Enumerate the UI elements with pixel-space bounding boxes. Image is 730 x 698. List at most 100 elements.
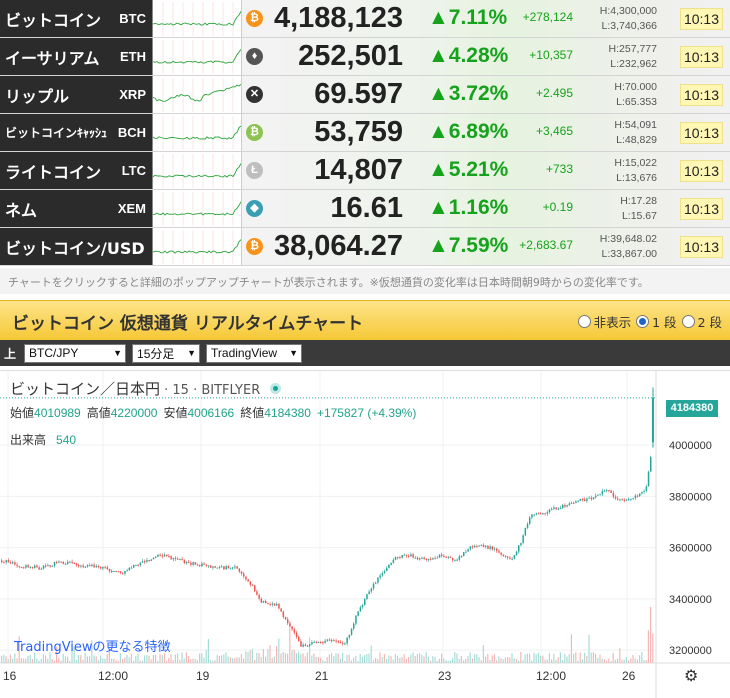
ticker-name-cell[interactable]: ライトコイン LTC: [0, 152, 152, 189]
volume-value: 540: [56, 433, 77, 447]
open-value: 4010989: [34, 406, 81, 420]
chart-title: ビットコイン 仮想通貨 リアルタイムチャート: [12, 314, 364, 334]
candle-body: [465, 551, 467, 553]
candle-body: [403, 554, 406, 556]
candle-body: [100, 566, 102, 569]
ticker-body[interactable]: ✕ 69.597 ▲3.72% +2.495 H:70.000 L:65.353 10:13: [242, 76, 730, 113]
ticker-row[interactable]: ビットコイン BTC ₿ 4,188,123 ▲7.11% +278,124 H:4,300…: [0, 0, 730, 38]
chart-symbol-meta: · 15 · BITFLYER: [160, 383, 261, 398]
candle-body: [612, 492, 615, 497]
volume-bar: [570, 634, 572, 663]
ticker-body[interactable]: ₿ 38,064.27 ▲7.59% +2,683.67 H:39,648.02 L:33…: [242, 228, 730, 265]
radio-1-row-label: 1 段: [652, 315, 677, 330]
ticker-change-pct: ▲6.89%: [428, 120, 509, 143]
candle-body: [262, 601, 265, 603]
gear-icon[interactable]: ⚙: [684, 666, 699, 685]
ticker-body[interactable]: ◆ 16.61 ▲1.16% +0.19 H:17.28 L:15.67 10:13: [242, 190, 730, 227]
ticker-row[interactable]: ビットコイン/USD ₿ 38,064.27 ▲7.59% +2,683.67 H:39,…: [0, 228, 730, 266]
provider-select[interactable]: TradingView ▼: [206, 343, 303, 363]
candle-body: [372, 583, 375, 589]
candle-body: [269, 604, 271, 606]
volume-bar: [14, 653, 16, 663]
candle-body: [449, 556, 452, 558]
candle-body: [522, 535, 524, 543]
ticker-name-cell[interactable]: ビットコイン/USD: [0, 228, 152, 265]
ticker-body[interactable]: Ł 14,807 ▲5.21% +733 H:15,022 L:13,676 10:13: [242, 152, 730, 189]
candle-body: [592, 497, 595, 500]
volume-bar: [16, 658, 18, 663]
volume-bar: [128, 657, 130, 663]
ticker-sparkline[interactable]: [152, 228, 242, 265]
volume-bar: [271, 657, 273, 663]
ticker-row[interactable]: ネム XEM ◆ 16.61 ▲1.16% +0.19 H:17.28 L:15.67 10:1…: [0, 190, 730, 228]
ticker-change: +3,465: [535, 124, 573, 138]
ticker-name-cell[interactable]: リップル XRP: [0, 76, 152, 113]
volume-bar: [262, 649, 264, 663]
radio-1-row[interactable]: [636, 315, 650, 328]
ticker-name-cell[interactable]: イーサリアム ETH: [0, 38, 152, 75]
volume-bar: [643, 660, 645, 663]
volume-bar: [115, 660, 117, 663]
candle-body: [20, 566, 23, 568]
candle-body: [469, 546, 472, 550]
ticker-high: H:257,777: [608, 43, 657, 55]
candle-body: [102, 566, 104, 569]
candle-body: [628, 499, 630, 501]
volume-bar: [36, 658, 38, 663]
ticker-row[interactable]: ライトコイン LTC Ł 14,807 ▲5.21% +733 H:15,022 L:13,6…: [0, 152, 730, 190]
ticker-row[interactable]: イーサリアム ETH ♦ 252,501 ▲4.28% +10,357 H:257,777 L…: [0, 38, 730, 76]
ticker-price: 14,807: [314, 154, 403, 186]
ticker-body[interactable]: ₿ 4,188,123 ▲7.11% +278,124 H:4,300,000 L:3,7…: [242, 0, 730, 37]
ticker-row[interactable]: ビットコインｷｬｯｼｭ BCH ₿ 53,759 ▲6.89% +3,465 H:54,09…: [0, 114, 730, 152]
interval-select[interactable]: 15分足 ▼: [132, 343, 201, 363]
candle-body: [353, 623, 355, 629]
price-chart[interactable]: 4000000 3800000 3600000 3400000 3200000 16 12:…: [0, 370, 730, 698]
volume-bar: [139, 660, 141, 663]
ticker-sparkline[interactable]: [152, 0, 242, 37]
volume-bar: [412, 652, 414, 663]
volume-bar: [507, 656, 509, 663]
volume-bar: [45, 655, 47, 663]
ticker-sparkline[interactable]: [152, 76, 242, 113]
x-tick-label: 26: [622, 669, 636, 683]
ticker-row[interactable]: リップル XRP ✕ 69.597 ▲3.72% +2.495 H:70.000 L:65.3…: [0, 76, 730, 114]
ticker-name-cell[interactable]: ビットコイン BTC: [0, 0, 152, 37]
volume-bar: [370, 645, 372, 663]
ticker-sparkline[interactable]: [152, 114, 242, 151]
volume-bar: [179, 659, 181, 663]
volume-bar: [7, 658, 9, 663]
ticker-body[interactable]: ₿ 53,759 ▲6.89% +3,465 H:54,091 L:48,829 10:13: [242, 114, 730, 151]
candle-body: [520, 542, 522, 546]
candlestick-chart-svg[interactable]: 4000000 3800000 3600000 3400000 3200000 16 12:…: [0, 371, 730, 698]
tradingview-link[interactable]: TradingViewの更なる特徴: [14, 640, 171, 655]
ticker-high: H:70.000: [614, 81, 657, 93]
candle-body: [7, 560, 10, 563]
candle-body: [355, 615, 357, 624]
candle-body: [38, 567, 40, 570]
candle-body: [47, 565, 49, 567]
pair-select[interactable]: BTC/JPY ▼: [24, 343, 127, 363]
volume-bar: [203, 657, 205, 663]
candle-body: [377, 577, 379, 583]
interval-select-value: 15分足: [137, 346, 175, 361]
volume-bar: [201, 653, 203, 663]
candle-body: [254, 585, 256, 592]
ticker-sparkline[interactable]: [152, 38, 242, 75]
ticker-name-cell[interactable]: ビットコインｷｬｯｼｭ BCH: [0, 114, 152, 151]
ticker-sparkline[interactable]: [152, 190, 242, 227]
volume-bar: [524, 654, 526, 663]
candle-body: [188, 561, 190, 563]
radio-hide[interactable]: [577, 315, 591, 328]
candle-body: [617, 498, 619, 500]
volume-bar: [251, 648, 253, 663]
radio-2-row[interactable]: [681, 315, 695, 328]
sparkline-line: [153, 11, 241, 26]
volume-bar: [170, 654, 172, 663]
candle-body: [568, 503, 571, 506]
x-tick-label: 21: [315, 669, 329, 683]
ticker-name-cell[interactable]: ネム XEM: [0, 190, 152, 227]
ticker-sparkline[interactable]: [152, 152, 242, 189]
ticker-body[interactable]: ♦ 252,501 ▲4.28% +10,357 H:257,777 L:232,962 1…: [242, 38, 730, 75]
volume-bar: [306, 652, 308, 663]
volume-bar: [339, 658, 341, 663]
